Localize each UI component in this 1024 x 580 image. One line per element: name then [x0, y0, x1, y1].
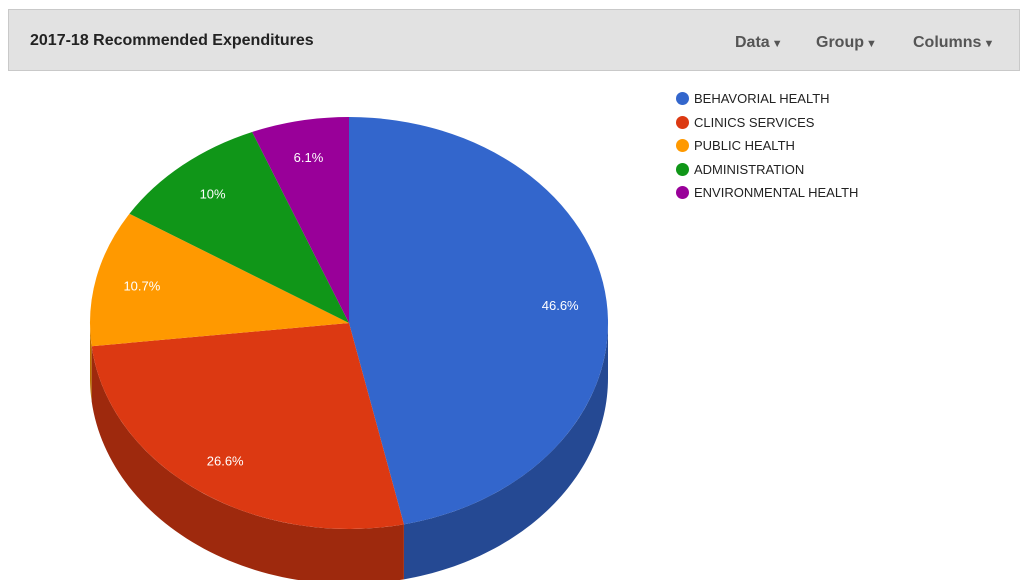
legend-label: ADMINISTRATION — [694, 161, 805, 177]
legend-label: BEHAVORIAL HEALTH — [694, 91, 830, 106]
pie-side-2 — [90, 323, 92, 402]
pie-value-labels: 46.6% 26.6% 10.7% 10% 6.1% — [123, 150, 579, 468]
data-menu-button[interactable]: Data ▼ — [735, 34, 783, 52]
columns-menu-label: Columns — [913, 34, 982, 51]
slice-value-label: 26.6% — [207, 453, 244, 468]
pie-slice-0[interactable] — [349, 117, 609, 525]
slice-value-label: 10.7% — [123, 279, 160, 294]
legend-label: ENVIRONMENTAL HEALTH — [694, 185, 859, 200]
pie-slices — [89, 117, 609, 530]
legend-label: PUBLIC HEALTH — [694, 138, 795, 153]
legend-swatch-icon — [676, 186, 689, 199]
caret-down-icon: ▼ — [771, 38, 783, 50]
panel-header: 2017-18 Recommended Expenditures Data ▼ G… — [8, 9, 1020, 71]
caret-down-icon: ▼ — [866, 38, 877, 50]
data-menu-label: Data — [735, 34, 770, 51]
legend-swatch-icon — [676, 115, 689, 129]
pie-slice-2[interactable] — [89, 213, 350, 347]
slice-value-label: 46.6% — [542, 298, 579, 313]
pie-slice-4[interactable] — [252, 117, 349, 323]
caret-down-icon: ▼ — [983, 38, 995, 50]
pie-side-1 — [91, 346, 404, 580]
slice-value-label: 10% — [200, 187, 226, 202]
group-menu-label: Group — [816, 34, 864, 51]
pie-slice-3[interactable] — [129, 131, 349, 323]
legend-swatch-icon — [676, 162, 689, 176]
legend-label: CLINICS SERVICES — [694, 114, 815, 130]
columns-menu-button[interactable]: Columns ▼ — [913, 34, 994, 52]
pie-side-walls — [90, 323, 608, 580]
legend-swatch-icon — [676, 92, 689, 105]
pie-side-0 — [403, 323, 608, 580]
pie-slice-1[interactable] — [91, 323, 404, 530]
group-menu-button[interactable]: Group ▼ — [816, 34, 877, 52]
legend-swatch-icon — [676, 139, 689, 152]
chart-title: 2017-18 Recommended Expenditures — [30, 32, 314, 49]
slice-value-label: 6.1% — [294, 150, 324, 165]
